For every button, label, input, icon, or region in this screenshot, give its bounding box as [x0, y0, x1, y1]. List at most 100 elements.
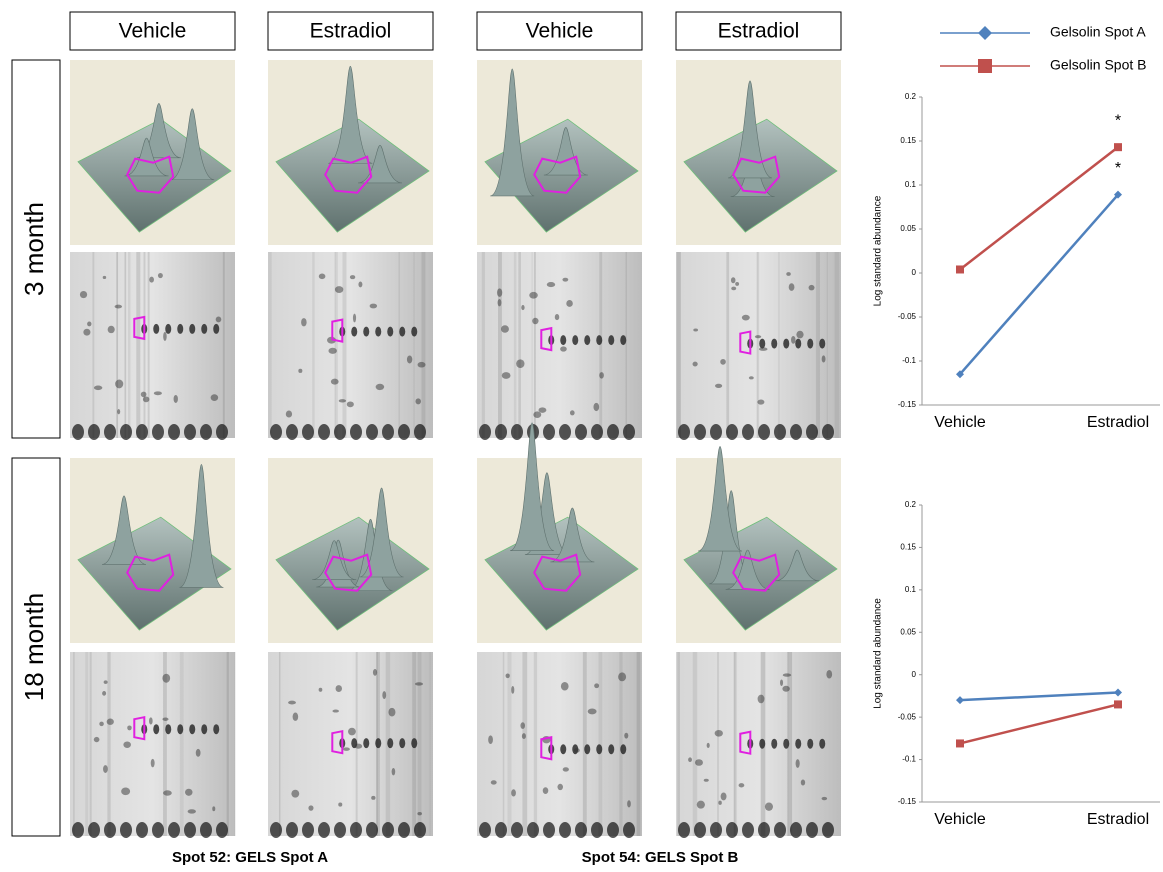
gel-blob	[511, 424, 523, 440]
y-tick-label: 0.1	[905, 180, 917, 189]
gel-spot	[819, 338, 826, 349]
gel-streak	[757, 252, 759, 438]
y-tick-label: -0.15	[898, 400, 917, 409]
gel-spot	[334, 286, 344, 294]
gel-blob	[398, 424, 410, 440]
gel-blob	[591, 822, 603, 838]
surface-peak	[359, 487, 404, 578]
gel-blob	[694, 822, 706, 838]
gel-spot	[177, 724, 184, 735]
spot-outline	[133, 715, 146, 741]
column-header-box	[69, 11, 236, 51]
gel-spot	[795, 738, 802, 749]
y-tick-label: 0.2	[905, 500, 917, 509]
gel-spot	[415, 682, 423, 686]
gel-spot	[102, 275, 107, 280]
gel-spot	[342, 747, 350, 751]
column-header-box	[476, 11, 643, 51]
gel-blob	[120, 822, 132, 838]
gel-spot	[821, 355, 826, 363]
gel-blob	[286, 822, 298, 838]
gel-streak	[756, 252, 760, 438]
point-marker	[978, 26, 992, 40]
gel-spot	[741, 314, 750, 321]
gel-streak	[336, 252, 338, 438]
gel-streak	[582, 652, 587, 836]
y-tick-label: 0	[912, 670, 917, 679]
gel-streak	[234, 652, 236, 836]
gel-spot	[782, 685, 790, 692]
gel-spot	[826, 669, 833, 679]
gel-streak	[507, 652, 512, 836]
gel-spot	[542, 787, 549, 794]
gel-spot	[703, 778, 709, 782]
legend-label: Gelsolin Spot B	[1050, 57, 1147, 73]
gel-spot	[720, 358, 726, 365]
gel-spot	[142, 396, 150, 403]
gel-blob	[559, 822, 571, 838]
gel-streak	[128, 252, 131, 438]
gel-spot	[546, 282, 556, 288]
column-header: Estradiol	[718, 20, 800, 43]
spot-outline	[739, 730, 752, 755]
gel-streak	[513, 252, 517, 438]
gel-spot	[718, 800, 722, 805]
gel-spot	[758, 347, 768, 351]
gel-spot	[153, 724, 160, 735]
gel-spot	[618, 672, 627, 682]
gel-blob	[152, 822, 164, 838]
gel-spot	[358, 281, 363, 288]
gel-spot	[706, 742, 710, 748]
gel-streak	[312, 252, 315, 438]
gel-spot	[114, 304, 123, 309]
gel-spot	[149, 276, 154, 283]
gel-blob	[104, 424, 116, 440]
gel-spot	[83, 328, 91, 336]
column-header-box	[267, 11, 434, 51]
gel-spot	[165, 724, 172, 735]
spot-outline	[324, 553, 373, 592]
gel-spot	[363, 326, 370, 337]
gel-spot	[411, 326, 418, 337]
gel-streak	[522, 652, 528, 836]
gel-spot	[201, 323, 208, 334]
gel-spot	[375, 326, 382, 337]
gel-blob	[710, 822, 722, 838]
gel-spot	[754, 335, 762, 339]
y-tick-label: 0.1	[905, 585, 917, 594]
gel-spot	[187, 809, 196, 814]
spot-outline	[126, 553, 175, 592]
gel-spot	[291, 789, 300, 798]
gel-blob	[72, 424, 84, 440]
x-tick-label: Estradiol	[1087, 414, 1149, 431]
gel-spot	[572, 335, 579, 346]
column-header: Vehicle	[526, 20, 594, 43]
gel-streak	[421, 252, 426, 438]
series-line	[959, 193, 1119, 376]
gel-blob	[168, 424, 180, 440]
gel-spot	[608, 744, 615, 755]
gel-blob	[678, 424, 690, 440]
y-tick-label: 0.15	[900, 543, 916, 552]
gel-blob	[216, 424, 228, 440]
gel-streak	[72, 652, 75, 836]
gel-streak	[497, 252, 502, 438]
caption: Spot 54: GELS Spot B	[582, 849, 739, 866]
gel-spot	[338, 399, 347, 403]
gel-blob	[184, 822, 196, 838]
surface-peak	[179, 464, 224, 588]
gel-spot	[351, 326, 358, 337]
gel-spot	[102, 691, 107, 696]
point-marker	[1114, 190, 1122, 199]
gel-blob	[350, 822, 362, 838]
gel-spot	[807, 338, 814, 349]
gel-spot	[819, 738, 826, 749]
y-tick-label: 0.2	[905, 92, 917, 101]
surface-peak	[490, 68, 535, 197]
row-label-box	[11, 457, 61, 837]
y-tick-label: -0.15	[898, 797, 917, 806]
gel-streak	[636, 652, 641, 836]
gel-image	[477, 252, 642, 438]
gel-streak	[124, 252, 127, 438]
point-marker	[1114, 700, 1122, 709]
